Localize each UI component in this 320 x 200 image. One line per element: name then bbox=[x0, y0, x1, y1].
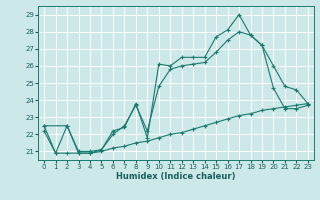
X-axis label: Humidex (Indice chaleur): Humidex (Indice chaleur) bbox=[116, 172, 236, 181]
